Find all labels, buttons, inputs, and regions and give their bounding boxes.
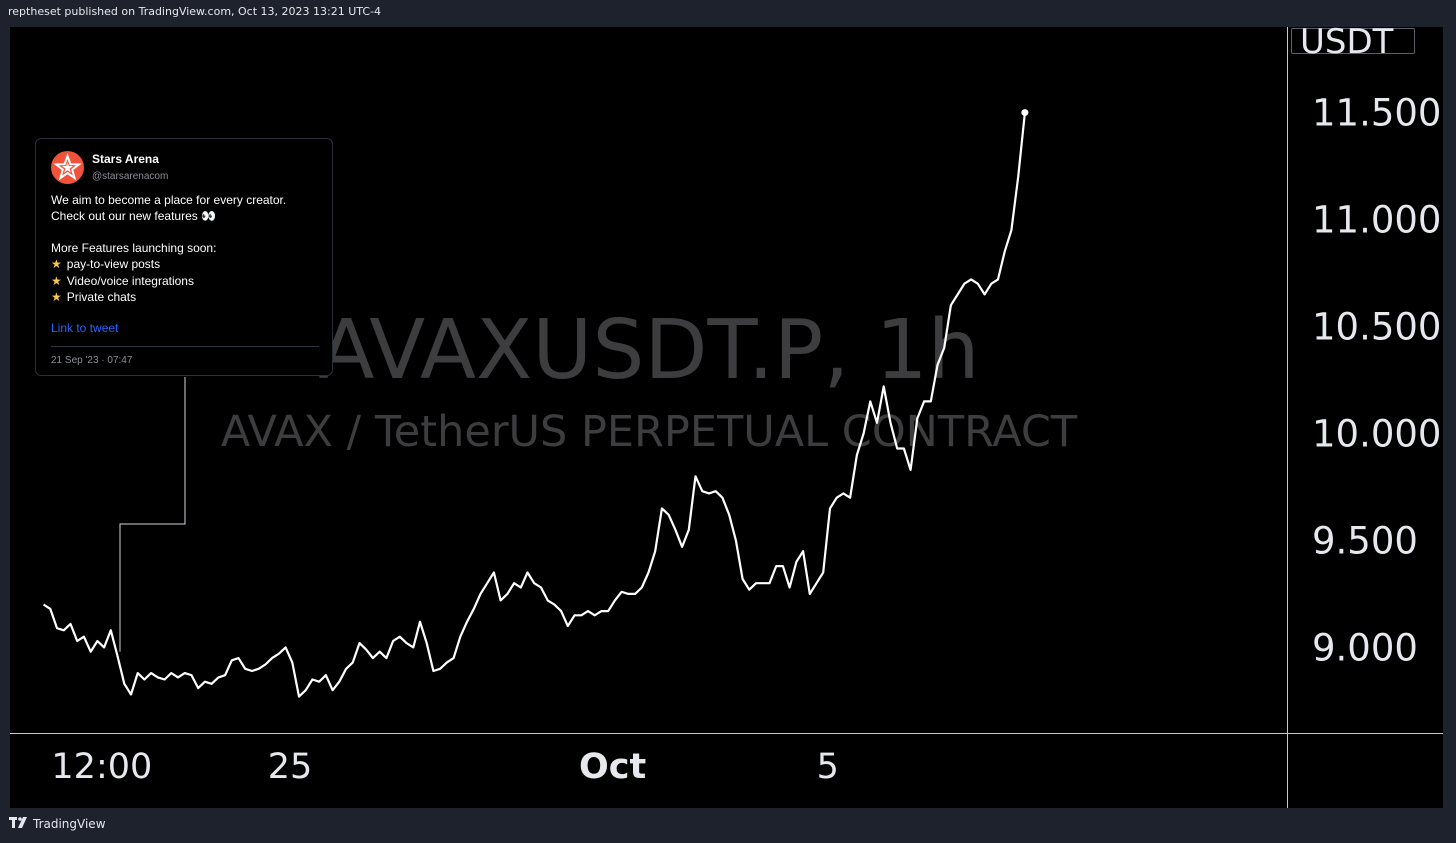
star-icon: ★: [51, 289, 62, 304]
price-tick-label: 9.500: [1312, 519, 1418, 562]
tweet-list-item: ★ Private chats: [51, 289, 137, 304]
chart-area[interactable]: AVAXUSDT.P, 1h AVAX / TetherUS PERPETUAL…: [10, 27, 1443, 808]
price-chart: 9.000 9.500 10.000 10.500 11.000 11.500 12:00 2…: [10, 27, 1443, 808]
stars-arena-logo-icon: [51, 151, 84, 184]
tweet-author-name: Stars Arena: [92, 152, 159, 166]
currency-badge[interactable]: USDT: [1291, 27, 1415, 59]
price-line: [43, 112, 1026, 698]
tweet-line: More Features launching soon:: [51, 240, 217, 255]
tweet-line: Check out our new features 👀: [51, 209, 217, 224]
star-icon: ★: [51, 273, 62, 288]
symbol-watermark: AVAXUSDT.P, 1h: [318, 303, 980, 398]
footer-brand-label: TradingView: [33, 817, 106, 831]
time-tick-label: Oct: [579, 747, 646, 787]
tweet-divider: [51, 346, 319, 347]
tweet-author-handle: @starsarenacom: [92, 171, 169, 182]
footer-brand[interactable]: TradingView: [9, 817, 106, 831]
tweet-date: 21 Sep '23 · 07:47: [51, 355, 133, 366]
tweet-link[interactable]: Link to tweet: [51, 321, 119, 335]
tweet-list-item: ★ Video/voice integrations: [51, 273, 194, 288]
published-header: reptheset published on TradingView.com, …: [8, 5, 381, 18]
star-icon: ★: [51, 257, 62, 272]
last-price-dot: [1021, 109, 1029, 117]
price-tick-label: 10.000: [1312, 412, 1441, 455]
price-tick-label: 10.500: [1312, 306, 1441, 349]
tweet-line: We aim to become a place for every creat…: [51, 193, 287, 207]
time-tick-label: 25: [268, 747, 313, 787]
price-tick-label: 9.000: [1312, 626, 1418, 669]
description-watermark: AVAX / TetherUS PERPETUAL CONTRACT: [220, 407, 1078, 457]
price-tick-label: 11.000: [1312, 199, 1441, 242]
time-tick-label: 5: [817, 747, 839, 787]
tradingview-logo-icon: [9, 817, 29, 831]
tweet-connector-line: [119, 377, 186, 652]
tweet-body: We aim to become a place for every creat…: [51, 192, 331, 305]
time-tick-label: 12:00: [51, 747, 152, 787]
price-tick-label: 11.500: [1312, 92, 1441, 135]
tweet-list-item: ★ pay-to-view posts: [51, 257, 161, 272]
tweet-card[interactable]: Stars Arena @starsarenacom We aim to bec…: [35, 138, 333, 376]
